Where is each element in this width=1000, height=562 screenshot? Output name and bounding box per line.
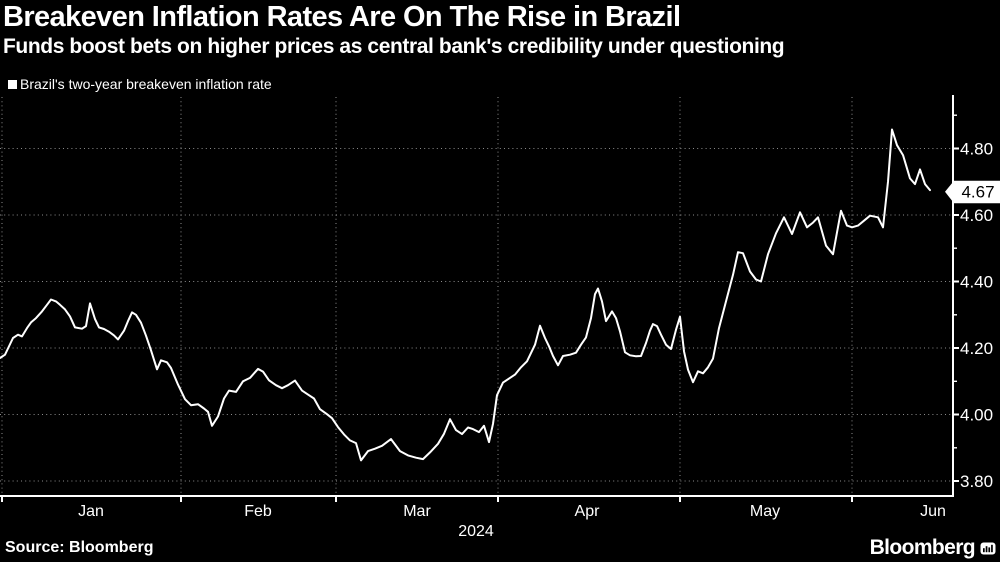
series-line bbox=[0, 128, 931, 462]
y-axis-label: 3.80 bbox=[960, 472, 993, 491]
x-month-label: Apr bbox=[575, 503, 601, 520]
y-axis-label: 4.80 bbox=[960, 140, 993, 159]
legend: Brazil's two-year breakeven inflation ra… bbox=[8, 76, 272, 92]
page-title: Breakeven Inflation Rates Are On The Ris… bbox=[3, 1, 681, 33]
x-month-label: May bbox=[750, 503, 780, 520]
x-month-label: Jan bbox=[78, 503, 104, 520]
x-month-label: Mar bbox=[403, 503, 431, 520]
y-axis-label: 4.40 bbox=[960, 273, 993, 292]
last-value-tag bbox=[945, 180, 1000, 204]
x-month-label: Feb bbox=[244, 503, 272, 520]
bloomberg-wordmark: Bloomberg bbox=[869, 536, 976, 559]
y-axis-label: 4.20 bbox=[960, 339, 993, 358]
x-year-label: 2024 bbox=[458, 523, 494, 540]
bloomberg-terminal-icon bbox=[980, 542, 996, 554]
legend-swatch-icon bbox=[8, 79, 17, 89]
x-month-label: Jun bbox=[920, 503, 946, 520]
legend-label: Brazil's two-year breakeven inflation ra… bbox=[20, 76, 272, 92]
y-axis-label: 4.00 bbox=[960, 406, 993, 425]
y-axis-label: 4.60 bbox=[960, 206, 993, 225]
page-subtitle: Funds boost bets on higher prices as cen… bbox=[3, 35, 785, 58]
last-value-label: 4.67 bbox=[961, 183, 994, 202]
source-note: Source: Bloomberg bbox=[5, 539, 154, 556]
bloomberg-logo: Bloomberg bbox=[870, 536, 996, 560]
